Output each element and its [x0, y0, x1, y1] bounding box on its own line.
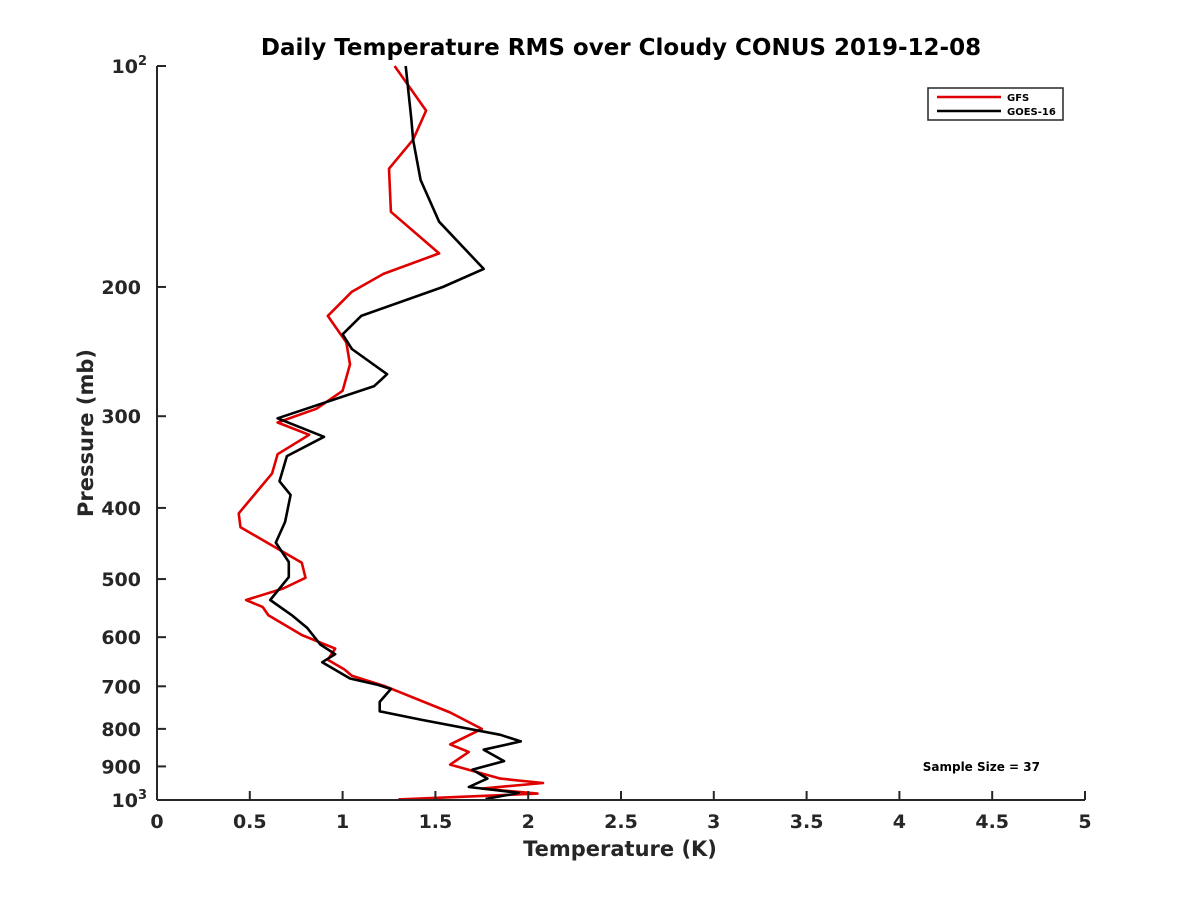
x-tick-label: 1: [336, 811, 349, 833]
legend-label: GOES-16: [1007, 107, 1056, 118]
x-tick-label: 5: [1078, 811, 1091, 833]
axes: 0 0.5 1 1.5 2 2.5 3 3.5 4 4.5 5 102 200 300 400 500 600 7…: [101, 54, 1091, 833]
legend-box: [927, 87, 1064, 121]
x-axis-label: Temperature (K): [523, 837, 717, 861]
y-tick-label: 200: [101, 277, 141, 299]
x-tick-label: 4: [893, 811, 906, 833]
legend: GFS GOES-16: [927, 87, 1064, 121]
y-tick-label: 500: [101, 569, 141, 591]
chart-title: Daily Temperature RMS over Cloudy CONUS …: [261, 35, 981, 61]
x-tick-label: 2.5: [604, 811, 638, 833]
y-tick-label: 900: [101, 756, 141, 778]
x-tick-label: 2: [522, 811, 535, 833]
y-tick-label: 800: [101, 719, 141, 741]
y-tick-label: 600: [101, 627, 141, 649]
x-tick-label: 0: [150, 811, 163, 833]
y-tick-label: 700: [101, 676, 141, 698]
x-tick-label: 4.5: [975, 811, 1009, 833]
x-tick-label: 0.5: [233, 811, 267, 833]
x-tick-label: 1.5: [419, 811, 453, 833]
y-tick-label: 300: [101, 406, 141, 428]
y-tick-label: 103: [112, 788, 148, 812]
plot-area: [237, 65, 545, 801]
y-tick-label: 400: [101, 498, 141, 520]
x-tick-label: 3: [707, 811, 720, 833]
legend-label: GFS: [1007, 93, 1029, 104]
x-tick-label: 3.5: [790, 811, 824, 833]
series-line-1: [268, 65, 523, 801]
y-axis-label: Pressure (mb): [74, 349, 98, 517]
sample-size-annotation: Sample Size = 37: [923, 760, 1040, 774]
y-tick-label: 102: [112, 54, 148, 78]
series-line-0: [237, 65, 545, 801]
